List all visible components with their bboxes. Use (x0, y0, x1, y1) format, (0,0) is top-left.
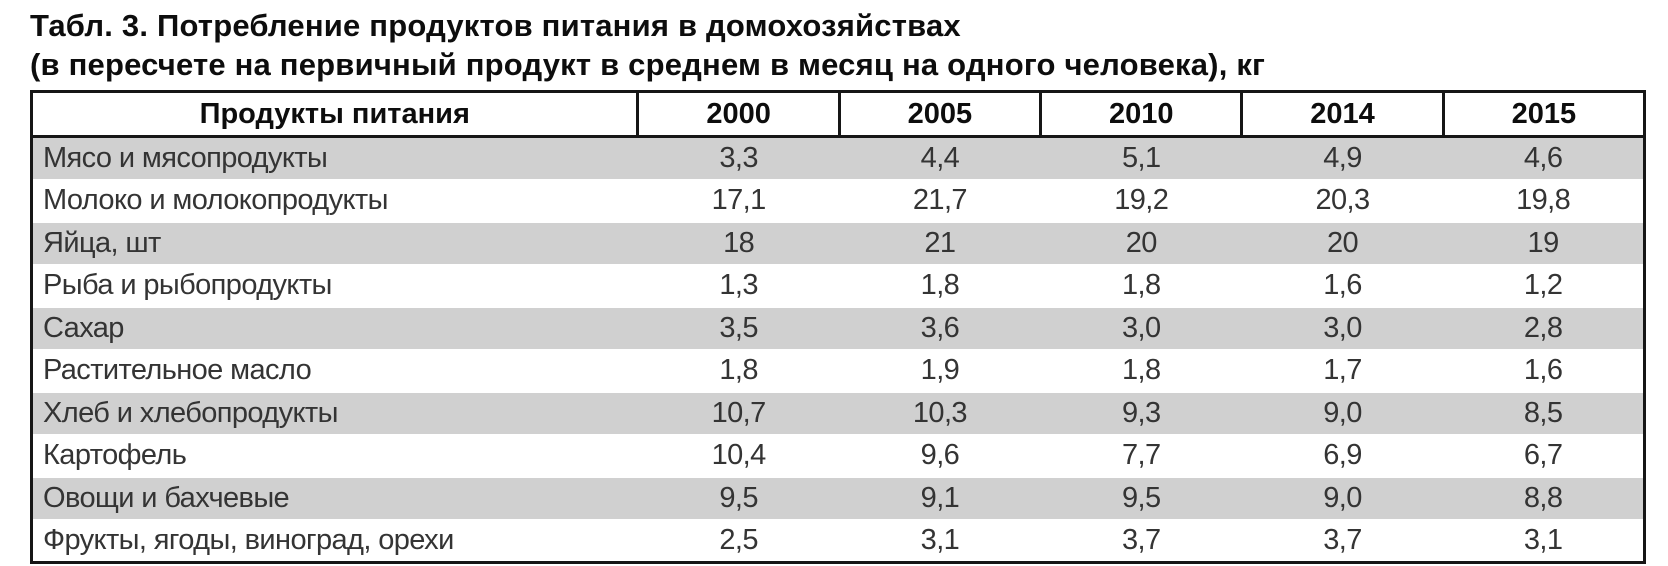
row-value: 1,7 (1241, 349, 1444, 392)
row-value: 1,9 (839, 349, 1041, 392)
row-value: 10,3 (839, 391, 1041, 435)
row-value: 1,8 (637, 349, 840, 392)
column-header-year-4: 2014 (1241, 91, 1445, 138)
column-header-year-3: 2010 (1040, 91, 1244, 138)
column-header-products: Продукты питания (31, 91, 640, 138)
row-value: 3,7 (1241, 519, 1444, 563)
food-consumption-table: Продукты питания 2000 2005 2010 2014 2015 Мяс… (30, 90, 1646, 564)
header-row: Продукты питания 2000 2005 2010 2014 2015 (31, 91, 1645, 138)
table-row: Яйца, шт 18 21 20 20 19 (31, 221, 1645, 265)
row-label: Сахар (31, 306, 638, 350)
table-row: Фрукты, ягоды, виноград, орехи 2,5 3,1 3,7 3… (31, 519, 1645, 563)
row-value: 1,3 (637, 264, 840, 307)
table-row: Картофель 10,4 9,6 7,7 6,9 6,7 (31, 434, 1645, 477)
table-title-line1: Табл. 3. Потребление продуктов питания в… (30, 8, 961, 43)
column-header-year-2: 2005 (839, 91, 1043, 138)
table-title-line2: (в пересчете на первичный продукт в сред… (30, 47, 1266, 82)
row-value: 4,4 (839, 135, 1041, 180)
row-label: Рыба и рыбопродукты (31, 264, 638, 307)
row-value: 9,5 (1040, 476, 1242, 520)
row-value: 17,1 (637, 179, 840, 222)
row-label: Картофель (31, 434, 638, 477)
row-label: Яйца, шт (31, 221, 638, 265)
row-label: Овощи и бахчевые (31, 476, 638, 520)
table-row: Сахар 3,5 3,6 3,0 3,0 2,8 (31, 306, 1645, 350)
row-value: 8,8 (1443, 476, 1645, 520)
row-value: 21 (839, 221, 1041, 265)
row-value: 4,9 (1241, 135, 1444, 180)
table-row: Молоко и молокопродукты 17,1 21,7 19,2 20,3 1… (31, 179, 1645, 222)
row-value: 3,5 (637, 306, 840, 350)
table-row: Рыба и рыбопродукты 1,3 1,8 1,8 1,6 1,2 (31, 264, 1645, 307)
row-value: 1,6 (1443, 349, 1645, 392)
table-row: Растительное масло 1,8 1,9 1,8 1,7 1,6 (31, 349, 1645, 392)
row-value: 6,9 (1241, 434, 1444, 477)
table-row: Овощи и бахчевые 9,5 9,1 9,5 9,0 8,8 (31, 476, 1645, 520)
table-row: Мясо и мясопродукты 3,3 4,4 5,1 4,9 4,6 (31, 135, 1645, 180)
row-value: 18 (637, 221, 840, 265)
row-value: 3,0 (1040, 306, 1242, 350)
row-value: 9,0 (1241, 476, 1444, 520)
row-value: 9,6 (839, 434, 1041, 477)
row-value: 1,8 (839, 264, 1041, 307)
row-value: 19 (1443, 221, 1645, 265)
row-value: 3,0 (1241, 306, 1444, 350)
row-value: 2,8 (1443, 306, 1645, 350)
row-value: 6,7 (1443, 434, 1645, 477)
row-label: Мясо и мясопродукты (31, 135, 638, 180)
row-value: 1,8 (1040, 264, 1242, 307)
row-value: 5,1 (1040, 135, 1242, 180)
row-value: 20 (1040, 221, 1242, 265)
row-value: 10,4 (637, 434, 840, 477)
row-value: 3,1 (1443, 519, 1645, 563)
row-label: Фрукты, ягоды, виноград, орехи (31, 519, 638, 563)
column-header-year-1: 2000 (637, 91, 841, 138)
row-value: 9,0 (1241, 391, 1444, 435)
row-label: Молоко и молокопродукты (31, 179, 638, 222)
row-value: 4,6 (1443, 135, 1645, 180)
row-value: 20 (1241, 221, 1444, 265)
row-label: Хлеб и хлебопродукты (31, 391, 638, 435)
row-value: 3,7 (1040, 519, 1242, 563)
row-value: 10,7 (637, 391, 840, 435)
row-value: 20,3 (1241, 179, 1444, 222)
row-value: 8,5 (1443, 391, 1645, 435)
row-value: 2,5 (637, 519, 840, 563)
row-value: 3,3 (637, 135, 840, 180)
row-value: 9,5 (637, 476, 840, 520)
row-value: 1,8 (1040, 349, 1242, 392)
row-value: 3,1 (839, 519, 1041, 563)
row-value: 19,8 (1443, 179, 1645, 222)
row-value: 21,7 (839, 179, 1041, 222)
row-value: 7,7 (1040, 434, 1242, 477)
table-title: Табл. 3. Потребление продуктов питания в… (30, 6, 1648, 84)
row-value: 19,2 (1040, 179, 1242, 222)
row-value: 9,1 (839, 476, 1041, 520)
row-value: 1,6 (1241, 264, 1444, 307)
row-value: 9,3 (1040, 391, 1242, 435)
column-header-year-5: 2015 (1443, 91, 1645, 138)
table-row: Хлеб и хлебопродукты 10,7 10,3 9,3 9,0 8,5 (31, 391, 1645, 435)
row-label: Растительное масло (31, 349, 638, 392)
row-value: 3,6 (839, 306, 1041, 350)
row-value: 1,2 (1443, 264, 1645, 307)
